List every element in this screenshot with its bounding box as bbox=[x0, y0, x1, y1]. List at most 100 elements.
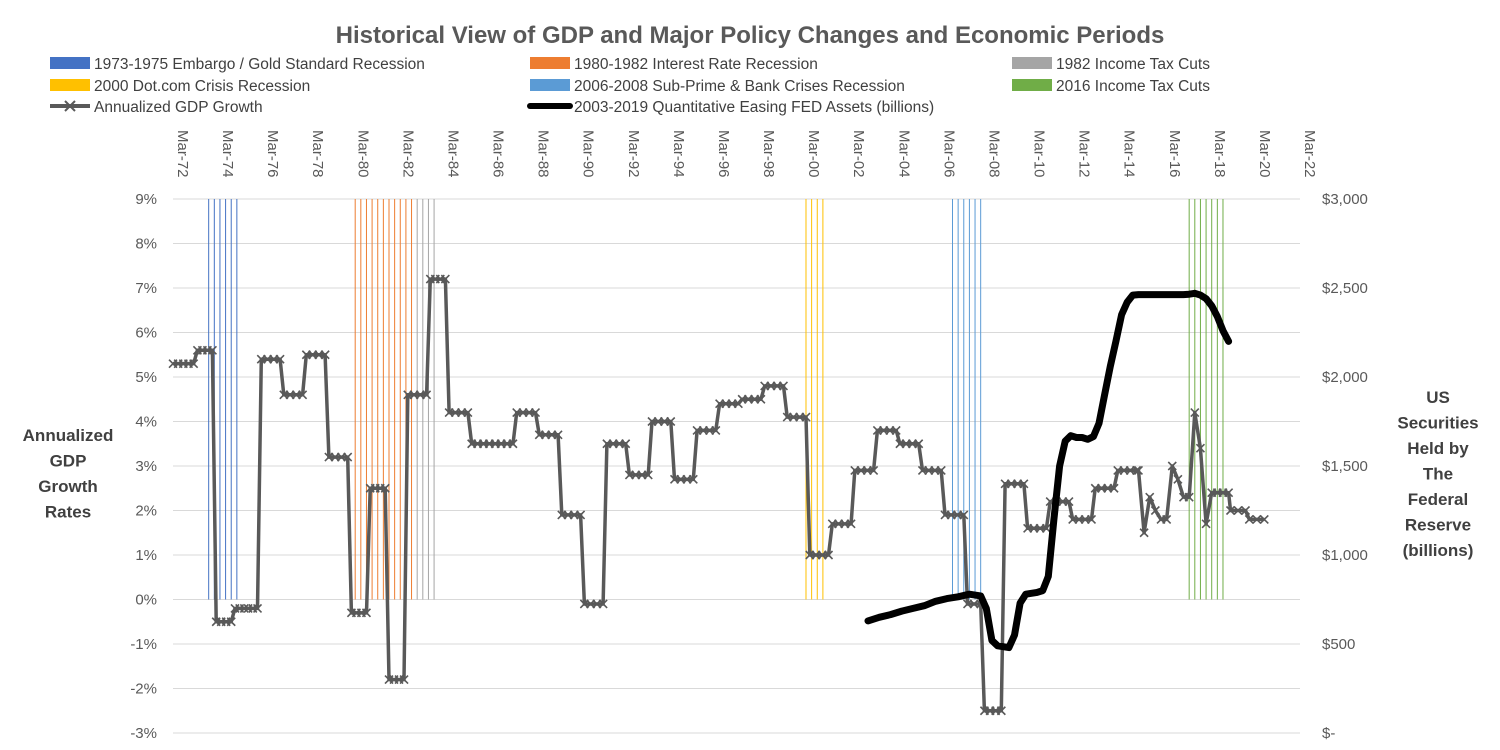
x-tick-label: Mar-12 bbox=[1076, 130, 1093, 178]
y-right-tick-label: $2,000 bbox=[1322, 369, 1368, 386]
legend-swatch bbox=[1012, 79, 1052, 91]
x-tick-label: Mar-18 bbox=[1211, 130, 1228, 178]
gdp-point-marker bbox=[189, 359, 199, 369]
gdp-point-marker bbox=[846, 519, 856, 529]
x-tick-label: Mar-76 bbox=[264, 130, 281, 178]
gdp-point-marker bbox=[801, 412, 811, 422]
gdp-point-marker bbox=[343, 452, 353, 462]
legend-label: 2016 Income Tax Cuts bbox=[1056, 78, 1210, 95]
gdp-point-marker bbox=[1244, 514, 1254, 524]
x-tick-label: Mar-02 bbox=[850, 130, 867, 178]
gdp-point-marker bbox=[380, 483, 390, 493]
gdp-point-marker bbox=[320, 350, 330, 360]
gdp-point-marker bbox=[621, 439, 631, 449]
gdp-point-marker bbox=[399, 675, 409, 685]
legend-marker bbox=[64, 100, 76, 112]
y-right-tick-label: $2,500 bbox=[1322, 280, 1368, 297]
legend-swatch bbox=[530, 57, 570, 69]
y-axis-left-title: Annualized GDP Growth Rates bbox=[23, 426, 114, 522]
y-right-tick-label: $3,000 bbox=[1322, 191, 1368, 208]
gdp-point-marker bbox=[1173, 474, 1183, 484]
x-tick-label: Mar-00 bbox=[805, 130, 822, 178]
x-tick-label: Mar-22 bbox=[1301, 130, 1318, 178]
gdp-point-marker bbox=[1064, 497, 1074, 507]
gdp-point-marker bbox=[361, 608, 372, 618]
gdp-point-marker bbox=[1167, 461, 1177, 471]
gdp-point-marker bbox=[1190, 408, 1200, 418]
x-tick-label: Mar-96 bbox=[715, 130, 732, 178]
gdp-point-marker bbox=[688, 474, 698, 484]
gdp-point-marker bbox=[996, 706, 1006, 716]
gdp-growth-line bbox=[173, 277, 1265, 713]
y-left-tick-label: -1% bbox=[130, 636, 157, 653]
gridlines bbox=[173, 198, 1300, 734]
gdp-point-marker bbox=[553, 430, 563, 440]
y-left-tick-label: 1% bbox=[135, 547, 157, 564]
legend-label: 1973-1975 Embargo / Gold Standard Recess… bbox=[94, 56, 425, 73]
x-tick-label: Mar-20 bbox=[1256, 130, 1273, 178]
gdp-point-marker bbox=[239, 603, 249, 613]
gdp-point-marker bbox=[1132, 465, 1142, 476]
y-left-tick-label: 6% bbox=[135, 325, 157, 342]
x-tick-label: Mar-16 bbox=[1166, 130, 1183, 178]
gdp-point-marker bbox=[1162, 514, 1172, 524]
y-left-tick-label: 8% bbox=[135, 236, 157, 253]
chart-title: Historical View of GDP and Major Policy … bbox=[336, 22, 1165, 49]
y-axis-left-labels: 9% 8% 7% 6% 5% 4% 3% 2% 1% 0% -1% -2% -3% bbox=[130, 191, 157, 742]
series-gdp-growth bbox=[168, 274, 1269, 716]
x-tick-label: Mar-86 bbox=[490, 130, 507, 178]
y-left-title-line: GDP bbox=[50, 452, 87, 471]
y-right-title-line: Held by bbox=[1407, 439, 1469, 458]
y-axis-right-title: US Securities Held by The Federal Reserve (bil… bbox=[1397, 388, 1478, 560]
gdp-point-marker bbox=[508, 439, 518, 449]
gdp-point-marker bbox=[823, 550, 834, 560]
gdp-point-marker bbox=[530, 408, 541, 418]
gdp-point-marker bbox=[1224, 488, 1234, 498]
gdp-point-marker bbox=[1041, 523, 1051, 533]
gdp-point-marker bbox=[666, 416, 676, 427]
legend-swatch bbox=[1012, 57, 1052, 69]
y-left-tick-label: -2% bbox=[130, 681, 157, 698]
gdp-point-marker bbox=[1259, 514, 1269, 524]
y-right-title-line: (billions) bbox=[1403, 541, 1474, 560]
y-right-tick-label: $- bbox=[1322, 725, 1335, 742]
gdp-point-marker bbox=[226, 617, 236, 627]
x-tick-label: Mar-08 bbox=[985, 130, 1002, 178]
legend: 1973-1975 Embargo / Gold Standard Recess… bbox=[50, 56, 1210, 116]
gdp-point-marker bbox=[298, 390, 308, 400]
y-left-tick-label: 2% bbox=[135, 503, 157, 520]
gdp-point-marker bbox=[252, 603, 263, 613]
gdp-point-marker bbox=[959, 510, 969, 520]
y-left-tick-label: 3% bbox=[135, 458, 157, 475]
gdp-point-marker bbox=[1195, 443, 1206, 453]
gdp-point-marker bbox=[1109, 483, 1119, 493]
x-tick-label: Mar-84 bbox=[444, 130, 461, 178]
gdp-point-marker bbox=[1150, 505, 1160, 516]
legend-swatch bbox=[530, 79, 570, 91]
gdp-point-marker bbox=[463, 408, 473, 418]
fed-assets-line bbox=[864, 289, 1233, 652]
y-right-title-line: The bbox=[1423, 465, 1453, 484]
x-tick-label: Mar-90 bbox=[580, 130, 597, 178]
legend-label: 2000 Dot.com Crisis Recession bbox=[94, 78, 310, 95]
legend-swatch bbox=[50, 79, 90, 91]
gdp-point-marker bbox=[1201, 519, 1211, 529]
y-left-title-line: Growth bbox=[38, 477, 98, 496]
gdp-point-marker bbox=[711, 425, 721, 435]
gdp-point-marker bbox=[1139, 528, 1149, 538]
gdp-point-marker bbox=[422, 390, 432, 400]
y-left-tick-label: 9% bbox=[135, 191, 157, 208]
gdp-point-marker bbox=[1240, 505, 1251, 516]
y-axis-right-labels: $3,000 $2,500 $2,000 $1,500 $1,000 $500 $- bbox=[1322, 191, 1368, 742]
legend-label: 1982 Income Tax Cuts bbox=[1056, 56, 1210, 73]
y-right-title-line: Federal bbox=[1408, 490, 1468, 509]
x-tick-label: Mar-98 bbox=[760, 130, 777, 178]
y-right-tick-label: $1,500 bbox=[1322, 458, 1368, 475]
legend-label: 2003-2019 Quantitative Easing FED Assets… bbox=[574, 99, 934, 116]
x-tick-label: Mar-10 bbox=[1031, 130, 1048, 178]
gdp-point-marker bbox=[598, 599, 608, 609]
x-tick-label: Mar-92 bbox=[625, 130, 642, 178]
legend-label: 1980-1982 Interest Rate Recession bbox=[574, 56, 818, 73]
y-left-title-line: Annualized bbox=[23, 426, 114, 445]
